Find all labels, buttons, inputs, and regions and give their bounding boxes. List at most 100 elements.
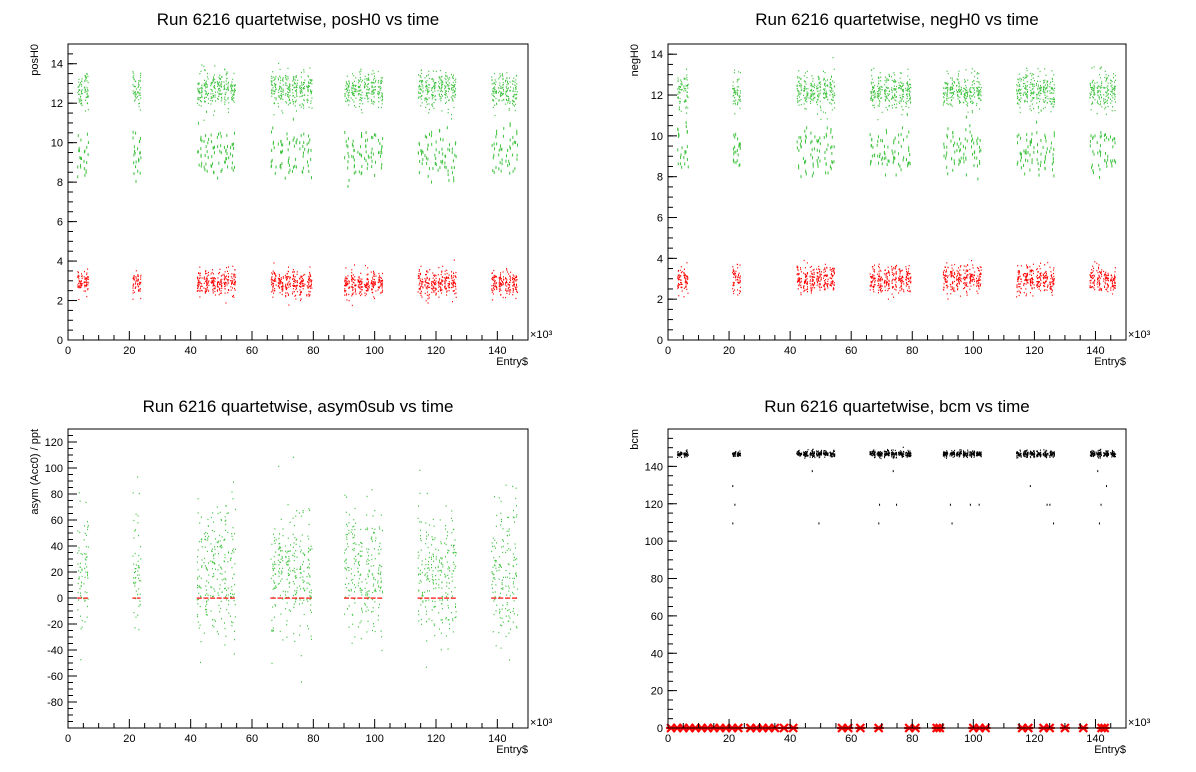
data-point [813,147,815,151]
data-point [344,288,346,290]
data-point [431,103,433,105]
data-point [134,91,136,93]
data-point [1092,102,1094,105]
data-point [806,282,808,285]
data-point [83,167,85,171]
data-point [977,177,979,181]
data-point [134,149,136,153]
data-point [360,78,362,80]
data-point [1039,85,1041,87]
data-point [739,275,741,277]
data-point [140,72,142,75]
data-point [494,89,496,91]
data-point [280,151,282,155]
data-point [1051,102,1053,105]
data-point [288,142,290,146]
data-point [366,138,368,142]
data-point [498,153,500,157]
data-point [898,87,900,89]
data-point [947,172,949,176]
data-point [1094,82,1096,84]
data-point [348,282,350,284]
data-point [362,103,364,105]
data-point [1115,79,1117,81]
data-point [811,83,813,85]
data-point [1027,90,1029,93]
data-point [811,174,813,178]
data-point [358,281,360,283]
data-point [354,264,356,266]
data-point [514,288,516,290]
data-point [288,270,290,273]
data-point [888,73,890,75]
data-point [272,282,274,285]
data-point [203,287,205,289]
data-point [515,287,517,289]
data-point [508,293,510,295]
data-point [419,282,421,284]
data-point [81,275,83,277]
data-point [445,90,447,92]
data-point [219,279,221,281]
data-point [878,95,880,98]
data-point [516,291,518,293]
data-point [302,87,304,90]
data-point [1049,83,1051,85]
data-point [311,83,313,85]
data-point [508,287,510,289]
data-point [214,84,216,87]
data-point [294,284,296,287]
data-point [1043,90,1045,92]
data-point [1052,88,1054,90]
data-point [735,150,737,154]
data-point [425,279,427,281]
data-point [219,74,221,76]
data-point [493,90,495,93]
data-point [201,94,203,96]
data-point [435,70,437,73]
data-point [448,84,450,86]
data-point [428,77,430,80]
data-point [1091,86,1093,89]
data-point [207,271,209,274]
data-point [740,291,742,293]
data-point [364,75,366,78]
data-point [378,286,380,288]
data-point [980,95,982,97]
data-point [495,81,497,83]
data-point [736,86,738,88]
data-point [881,97,883,99]
data-point [677,96,679,98]
data-point [816,90,818,92]
data-point [348,281,350,283]
data-point [139,290,141,292]
data-point [347,275,349,277]
data-point [307,281,309,283]
data-point [954,141,956,145]
data-point [232,97,234,99]
data-point [302,94,304,97]
data-point [205,272,207,275]
data-point [1042,88,1044,91]
data-point [434,81,436,84]
data-point [900,88,902,90]
data-point [505,103,507,105]
data-point [203,65,205,68]
data-point [351,287,353,289]
data-point [685,282,687,284]
data-point [421,149,423,153]
data-point [272,93,274,95]
data-point [500,284,502,286]
data-point [452,284,454,287]
data-point [444,278,446,281]
data-point [282,289,284,291]
data-point [137,95,139,98]
data-point [1039,70,1041,73]
data-point [80,283,82,285]
data-point [211,90,213,92]
data-point [1050,103,1052,105]
data-point [282,143,284,147]
data-point [1114,74,1116,77]
data-point [943,92,945,94]
data-point [378,93,380,95]
